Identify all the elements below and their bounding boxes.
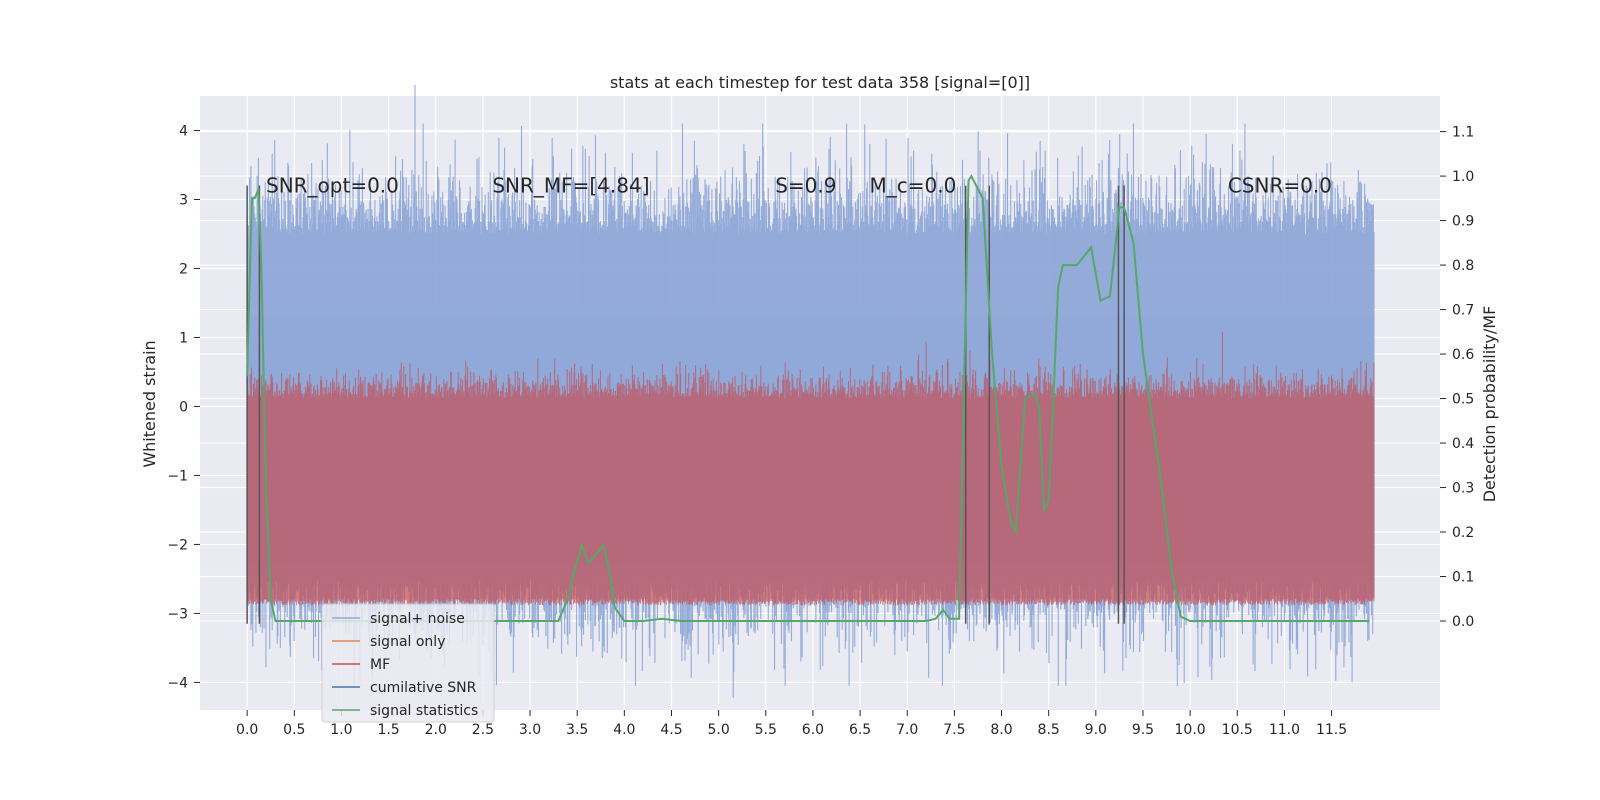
legend-label: signal+ noise	[370, 611, 465, 627]
x-tick-label: 10.0	[1175, 722, 1206, 738]
y2-tick-label: 0.3	[1452, 481, 1474, 497]
y2-tick-label: 0.8	[1452, 258, 1474, 274]
axes: 0.0 0.5 1.0 1.5 2.0 2.5 3.0 3.5 4.0 4.5 5.0 5.5 6.0 6…	[167, 123, 1474, 738]
y2-tick-label: 0.4	[1452, 436, 1474, 452]
x-tick-label: 4.0	[613, 722, 635, 738]
y-tick-label: 1	[179, 330, 188, 346]
x-tick-label: 5.5	[755, 722, 777, 738]
x-tick-label: 11.0	[1269, 722, 1300, 738]
y-tick-label: 4	[179, 123, 188, 139]
y2-tick-label: 0.6	[1452, 347, 1474, 363]
annotation-text: CSNR=0.0	[1228, 174, 1332, 198]
y2-tick-label: 0.2	[1452, 525, 1474, 541]
x-tick-label: 8.5	[1038, 722, 1060, 738]
x-tick-label: 3.0	[519, 722, 541, 738]
y-tick-label: −4	[167, 675, 188, 691]
chart-title: stats at each timestep for test data 358…	[610, 73, 1030, 92]
x-tick-label: 3.5	[566, 722, 588, 738]
x-tick-label: 2.0	[425, 722, 447, 738]
x-tick-label: 7.0	[896, 722, 918, 738]
x-tick-label: 4.5	[660, 722, 682, 738]
y-tick-label: 3	[179, 192, 188, 208]
y-tick-label: 0	[179, 399, 188, 415]
x-tick-label: 11.5	[1316, 722, 1347, 738]
y2-tick-label: 0.7	[1452, 303, 1474, 319]
y2-tick-label: 0.9	[1452, 214, 1474, 230]
x-tick-label: 1.5	[377, 722, 399, 738]
legend: signal+ noise signal only MF cumilative SNR…	[321, 603, 495, 723]
y2-tick-label: 0.0	[1452, 614, 1474, 630]
annotation-text: S=0.9	[775, 174, 836, 198]
y2-tick-label: 0.5	[1452, 392, 1474, 408]
x-tick-label: 9.0	[1085, 722, 1107, 738]
x-tick-label: 0.5	[283, 722, 305, 738]
legend-label: signal statistics	[370, 703, 478, 719]
annotations: SNR_opt=0.0 SNR_MF=[4.84] S=0.9 M_c=0.0 CSNR…	[266, 174, 1332, 198]
vertical-lines	[246, 185, 1125, 624]
y-tick-label: −1	[167, 468, 188, 484]
y2-tick-label: 0.1	[1452, 570, 1474, 586]
annotation-text: SNR_opt=0.0	[266, 174, 399, 198]
x-tick-label: 9.5	[1132, 722, 1154, 738]
legend-box	[321, 603, 495, 723]
legend-label: signal only	[370, 634, 445, 650]
x-tick-label: 5.0	[707, 722, 729, 738]
legend-label: cumilative SNR	[370, 680, 477, 696]
x-tick-label: 6.0	[802, 722, 824, 738]
x-tick-label: 8.0	[990, 722, 1012, 738]
legend-label: MF	[370, 657, 390, 673]
x-tick-label: 7.5	[943, 722, 965, 738]
x-tick-label: 0.0	[236, 722, 258, 738]
y-tick-label: −2	[167, 537, 188, 553]
y2-axis-label: Detection probability/MF	[1480, 306, 1499, 503]
x-tick-label: 6.5	[849, 722, 871, 738]
y2-tick-label: 1.1	[1452, 125, 1474, 141]
annotation-text: SNR_MF=[4.84]	[492, 174, 649, 198]
x-tick-label: 1.0	[330, 722, 352, 738]
y-tick-label: −3	[167, 606, 188, 622]
y-axis-label: Whitened strain	[140, 340, 159, 467]
x-tick-label: 2.5	[472, 722, 494, 738]
annotation-text: M_c=0.0	[870, 174, 957, 198]
x-tick-label: 10.5	[1222, 722, 1253, 738]
y-tick-label: 2	[179, 261, 188, 277]
y2-tick-label: 1.0	[1452, 169, 1474, 185]
